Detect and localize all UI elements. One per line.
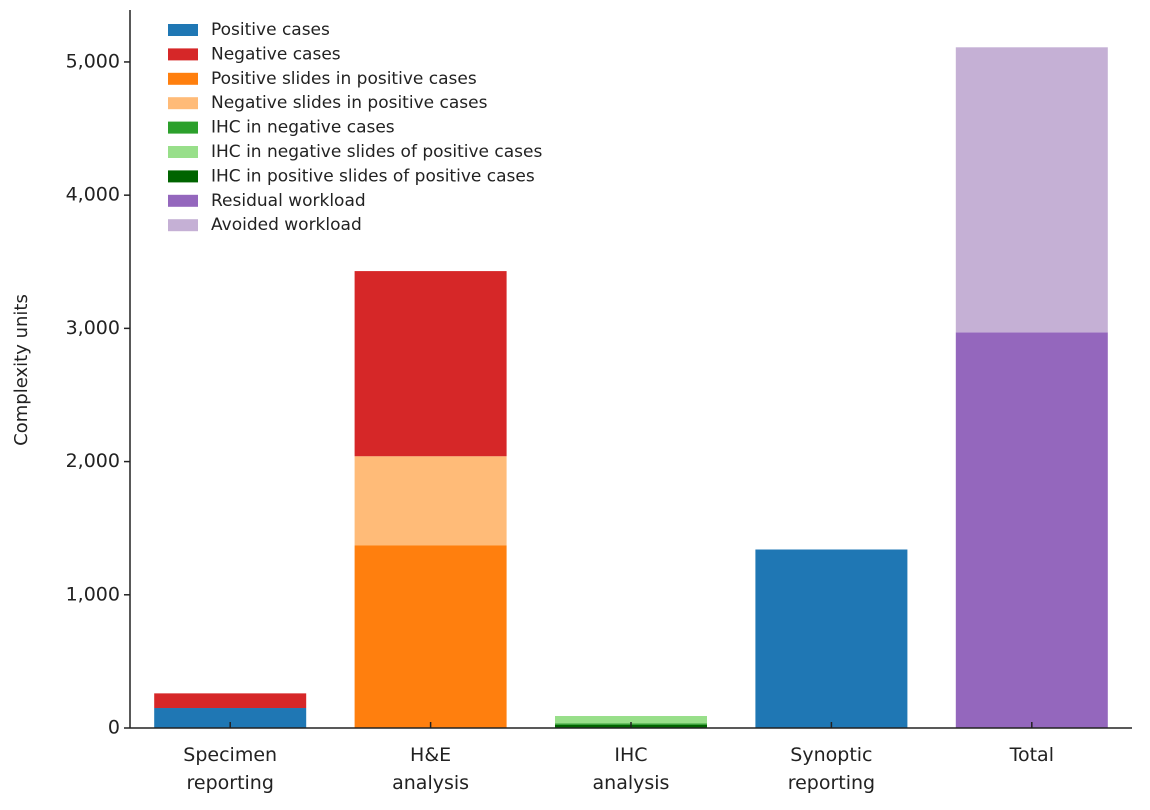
legend-label: Positive slides in positive cases bbox=[211, 69, 477, 89]
legend-label: Negative cases bbox=[211, 44, 341, 64]
legend-swatch bbox=[168, 72, 198, 85]
bar-segment bbox=[955, 47, 1108, 333]
legend-label: Negative slides in positive cases bbox=[211, 93, 488, 113]
legend-swatch bbox=[168, 24, 198, 36]
x-tick-label: IHC analysis bbox=[593, 744, 670, 794]
bar-segment bbox=[354, 545, 507, 728]
y-axis-label: Complexity units bbox=[11, 294, 32, 446]
bar-segment bbox=[755, 549, 908, 728]
bar-segment bbox=[154, 708, 307, 728]
legend-swatch bbox=[168, 170, 198, 183]
y-tick-label: 2,000 bbox=[66, 450, 120, 472]
bar-segment bbox=[555, 716, 707, 724]
bar-segment bbox=[354, 456, 507, 546]
x-tick-label: Total bbox=[1009, 744, 1054, 766]
legend-swatch bbox=[168, 194, 198, 207]
y-tick-label: 5,000 bbox=[66, 50, 120, 72]
x-tick-label: H&E analysis bbox=[392, 744, 469, 794]
bar-segment bbox=[955, 332, 1108, 728]
legend-label: IHC in positive slides of positive cases bbox=[211, 166, 535, 186]
x-tick-label: Specimen reporting bbox=[183, 744, 277, 794]
y-tick-label: 1,000 bbox=[66, 583, 120, 605]
legend-swatch bbox=[168, 97, 198, 110]
legend-swatch bbox=[168, 48, 198, 61]
legend-label: IHC in negative cases bbox=[211, 118, 395, 138]
y-tick-label: 0 bbox=[108, 717, 120, 739]
legend-label: IHC in negative slides of positive cases bbox=[211, 142, 542, 162]
legend-label: Avoided workload bbox=[211, 215, 362, 235]
legend-swatch bbox=[168, 146, 198, 158]
y-tick-label: 4,000 bbox=[66, 184, 120, 206]
bar-segment bbox=[154, 693, 307, 709]
legend-label: Positive cases bbox=[211, 20, 330, 40]
x-tick-label: Synoptic reporting bbox=[788, 744, 875, 794]
legend-swatch bbox=[168, 219, 198, 232]
legend-label: Residual workload bbox=[211, 191, 366, 211]
bar-segment bbox=[354, 271, 507, 457]
legend-swatch bbox=[168, 121, 198, 134]
y-tick-label: 3,000 bbox=[66, 317, 120, 339]
